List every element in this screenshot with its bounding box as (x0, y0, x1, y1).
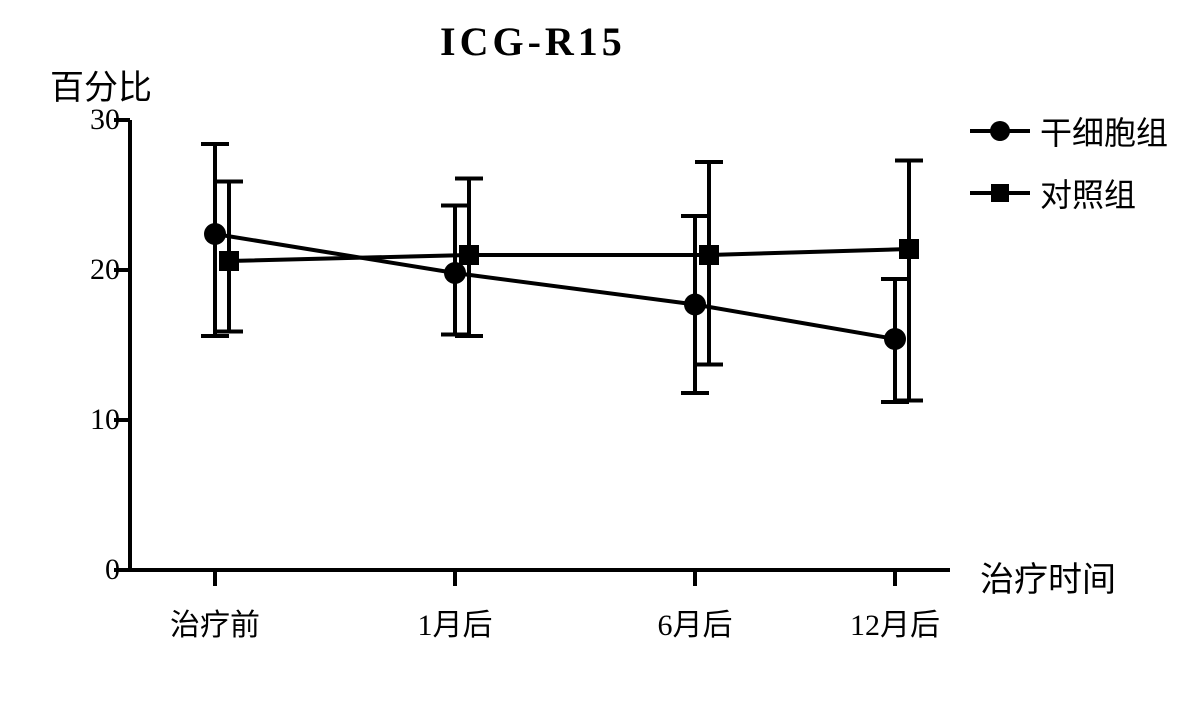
plot-svg (0, 0, 1200, 716)
chart-container: ICG-R15 百分比 治疗时间 0 10 20 30 治疗前 1月后 6月后 … (0, 0, 1200, 716)
